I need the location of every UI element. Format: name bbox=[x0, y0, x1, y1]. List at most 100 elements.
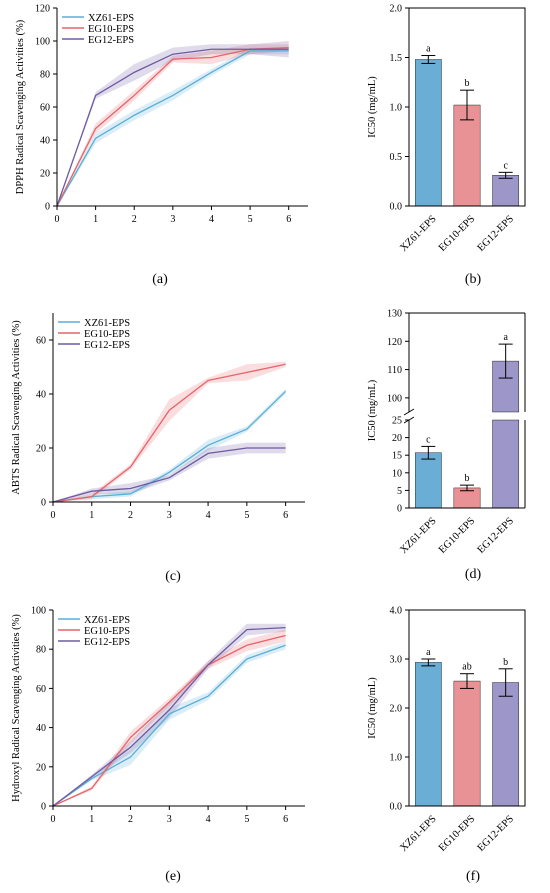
category-label-2: EG12-EPS bbox=[476, 813, 516, 853]
error-band-2 bbox=[53, 623, 286, 806]
y-axis-label: IC50 (mg/mL) bbox=[367, 677, 378, 739]
category-label-0: XZ61-EPS bbox=[398, 515, 438, 555]
x-tick-label: 4 bbox=[206, 814, 211, 825]
y-tick-label: 0.0 bbox=[390, 202, 403, 213]
y-tick-label: 20 bbox=[36, 762, 46, 773]
y-tick-label: 20 bbox=[392, 433, 402, 444]
legend-entry-0: XZ61-EPS bbox=[88, 13, 134, 24]
y-tick-label: 15 bbox=[392, 451, 402, 462]
x-tick-label: 3 bbox=[167, 814, 172, 825]
significance-letter-2: a bbox=[503, 332, 508, 343]
category-label-2: EG12-EPS bbox=[476, 213, 516, 253]
bar-1 bbox=[453, 680, 481, 807]
y-tick-label: 60 bbox=[40, 103, 50, 114]
y-tick-label: 2.0 bbox=[390, 4, 403, 15]
bar-0 bbox=[414, 59, 442, 207]
error-band-0 bbox=[57, 47, 289, 206]
y-tick-label: 4.0 bbox=[390, 606, 403, 617]
bar-chart-d: c b a 0 5 10 15 20 25 100 110 120 130 XZ61-EPSEG10-EP… bbox=[367, 309, 526, 582]
y-axis-label: ABTS Radical Scavenging Activities (%) bbox=[11, 320, 22, 495]
y-axis-label: IC50 (mg/mL) bbox=[367, 76, 378, 138]
x-tick-label: 4 bbox=[209, 214, 214, 225]
y-tick-label: 40 bbox=[36, 390, 46, 401]
y-tick-label: 110 bbox=[387, 365, 402, 376]
y-tick-label: 0 bbox=[41, 498, 46, 509]
x-tick-label: 1 bbox=[93, 214, 98, 225]
error-band-1 bbox=[53, 361, 286, 502]
legend-entry-2: EG12-EPS bbox=[84, 340, 130, 351]
x-tick-label: 5 bbox=[244, 510, 249, 521]
y-tick-label: 130 bbox=[387, 309, 402, 320]
y-tick-label: 120 bbox=[35, 4, 50, 15]
y-tick-label: 60 bbox=[36, 336, 46, 347]
category-label-0: XZ61-EPS bbox=[398, 813, 438, 853]
bar-chart-f: a ab b 0.0 1.0 2.0 3.0 4.0 XZ61-EPSEG10-EPSEG12-… bbox=[367, 606, 526, 884]
error-band-0 bbox=[53, 641, 286, 806]
category-label-1: EG10-EPS bbox=[437, 213, 477, 253]
category-label-2: EG12-EPS bbox=[476, 515, 516, 555]
legend-entry-1: EG10-EPS bbox=[84, 329, 130, 340]
y-tick-label: 0.0 bbox=[390, 802, 403, 813]
y-axis-label: Hydroxyl Radical Scavenging Activities (… bbox=[11, 614, 22, 802]
x-tick-label: 2 bbox=[132, 214, 137, 225]
y-tick-label: 100 bbox=[387, 393, 402, 404]
x-tick-label: 1 bbox=[89, 510, 94, 521]
significance-letter-2: c bbox=[503, 160, 508, 171]
panel-label: (f) bbox=[466, 869, 480, 884]
series-line-1 bbox=[52, 363, 286, 503]
x-tick-label: 0 bbox=[51, 510, 56, 521]
x-tick-label: 3 bbox=[167, 510, 172, 521]
y-tick-label: 0.5 bbox=[390, 152, 403, 163]
x-tick-label: 5 bbox=[244, 814, 249, 825]
y-tick-label: 20 bbox=[40, 169, 50, 180]
bar-0 bbox=[414, 452, 442, 509]
y-tick-label: 10 bbox=[392, 468, 402, 479]
x-tick-label: 0 bbox=[55, 214, 60, 225]
y-tick-label: 5 bbox=[397, 486, 402, 497]
significance-letter-0: c bbox=[426, 434, 431, 445]
y-axis-label: IC50 (mg/mL) bbox=[367, 379, 378, 441]
error-band-2 bbox=[53, 442, 286, 502]
category-label-0: XZ61-EPS bbox=[398, 213, 438, 253]
significance-letter-2: b bbox=[503, 657, 508, 668]
bar-2-lower bbox=[492, 419, 520, 509]
bar-0 bbox=[414, 662, 442, 807]
significance-letter-0: a bbox=[426, 44, 431, 55]
legend-entry-2: EG12-EPS bbox=[88, 35, 134, 46]
x-tick-label: 2 bbox=[128, 510, 133, 521]
y-tick-label: 80 bbox=[36, 645, 46, 656]
panel-label: (c) bbox=[165, 569, 181, 584]
y-tick-label: 80 bbox=[40, 70, 50, 81]
x-tick-label: 6 bbox=[283, 814, 288, 825]
significance-letter-0: a bbox=[426, 647, 431, 658]
panel-label: (a) bbox=[152, 272, 168, 287]
significance-letter-1: b bbox=[465, 473, 470, 484]
y-tick-label: 100 bbox=[31, 606, 46, 617]
bar-2 bbox=[492, 175, 520, 207]
series-line-2 bbox=[52, 447, 286, 503]
significance-letter-1: ab bbox=[462, 662, 471, 673]
x-tick-label: 0 bbox=[51, 814, 56, 825]
series-line-2 bbox=[56, 48, 289, 207]
panel-label: (b) bbox=[465, 272, 482, 287]
category-label-1: EG10-EPS bbox=[437, 515, 477, 555]
x-tick-label: 6 bbox=[286, 214, 291, 225]
y-tick-label: 40 bbox=[40, 136, 50, 147]
series-line-0 bbox=[56, 50, 289, 207]
y-tick-label: 0 bbox=[397, 504, 402, 515]
series-line-1 bbox=[56, 46, 289, 207]
legend-entry-2: EG12-EPS bbox=[84, 637, 130, 648]
y-tick-label: 2.0 bbox=[390, 704, 403, 715]
y-tick-label: 3.0 bbox=[390, 655, 403, 666]
y-tick-label: 120 bbox=[387, 337, 402, 348]
y-tick-label: 1.5 bbox=[390, 53, 403, 64]
x-tick-label: 3 bbox=[170, 214, 175, 225]
x-tick-label: 5 bbox=[248, 214, 253, 225]
